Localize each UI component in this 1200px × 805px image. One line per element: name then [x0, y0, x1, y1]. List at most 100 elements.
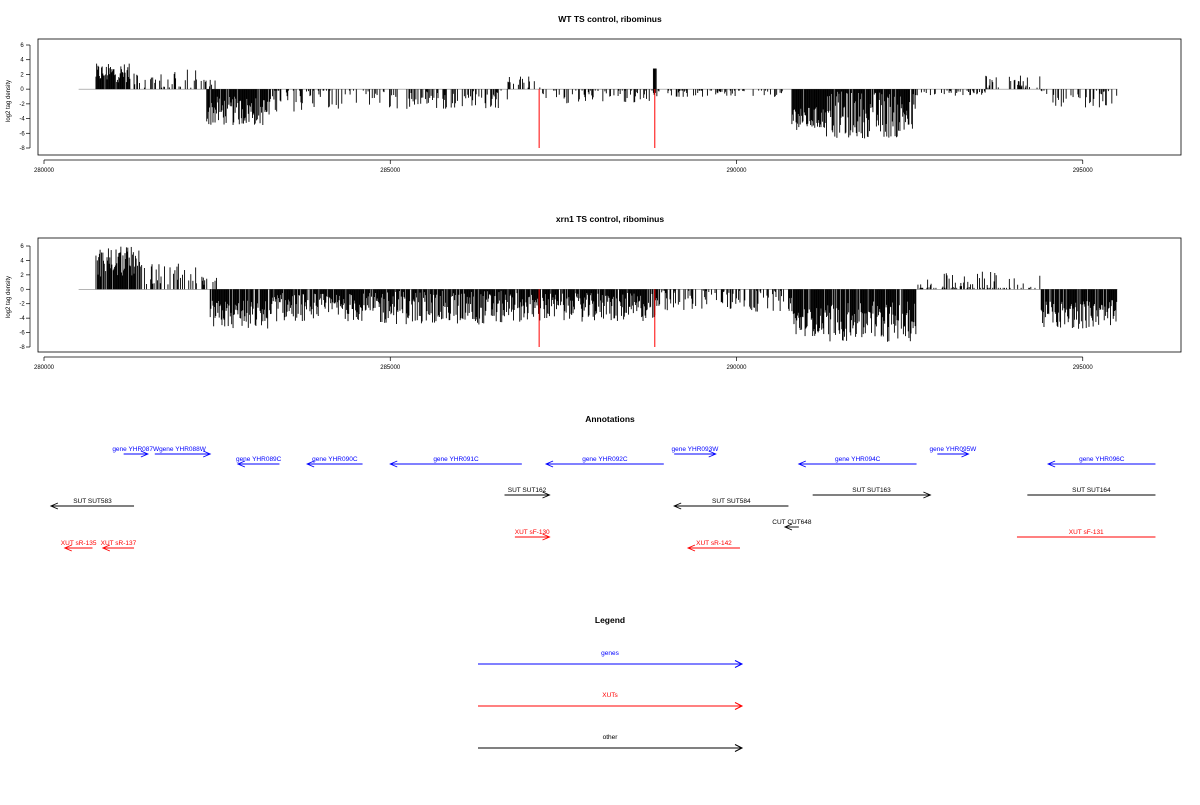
x-tick-label: 290000	[726, 365, 747, 371]
panel-title: xrn1 TS control, ribominus	[556, 214, 664, 224]
y-tick-label: 4	[20, 58, 24, 64]
legend-label: XUTs	[602, 692, 618, 699]
arrow-head-icon	[101, 544, 111, 552]
legend-label: genes	[601, 650, 619, 657]
x-tick-label: 280000	[34, 365, 55, 371]
feature-label: gene YHR096C	[1079, 456, 1125, 463]
arrow-head-icon	[306, 460, 315, 468]
annotation-feature: XUT sR-135	[61, 540, 97, 552]
feature-label: SUT SUT584	[712, 498, 751, 505]
annotation-feature: XUT sR-142	[686, 540, 740, 552]
y-tick-label: -6	[19, 131, 25, 137]
y-tick-label: -8	[19, 345, 25, 351]
annotation-feature: gene YHR088W	[154, 446, 212, 458]
arrow-head-icon	[734, 702, 744, 710]
arrow-head-icon	[797, 460, 807, 468]
arrow-head-icon	[708, 450, 717, 458]
y-axis-label: log2 tag density	[6, 80, 12, 122]
annotation-feature: gene YHR091C	[389, 456, 522, 468]
y-tick-label: 0	[20, 87, 24, 93]
annotation-feature: XUT sF-130	[515, 529, 551, 541]
x-tick-label: 280000	[34, 168, 55, 174]
y-tick-label: -4	[19, 316, 25, 322]
feature-label: SUT SUT163	[852, 487, 891, 494]
annotation-feature: CUT CUT648	[772, 519, 812, 531]
coverage-bars	[78, 63, 1118, 139]
y-axis-label: log2 tag density	[6, 276, 12, 318]
annotation-feature: gene YHR093W	[672, 446, 720, 458]
y-tick-label: 2	[20, 72, 24, 78]
arrow-head-icon	[542, 491, 551, 499]
arrow-head-icon	[923, 491, 932, 499]
feature-label: gene YHR091C	[433, 456, 479, 463]
y-tick-label: -6	[19, 331, 25, 337]
annotation-feature: gene YHR089C	[236, 456, 282, 468]
annotation-feature: SUT SUT584	[673, 498, 789, 510]
feature-label: gene YHR094C	[835, 456, 881, 463]
feature-label: gene YHR090C	[312, 456, 358, 463]
red-markers	[538, 289, 656, 347]
y-tick-label: -2	[19, 302, 25, 308]
annotation-feature: gene YHR095W	[929, 446, 977, 458]
arrow-head-icon	[961, 450, 970, 458]
arrow-head-icon	[63, 544, 72, 552]
annotation-feature: XUT sF-131	[1016, 529, 1156, 538]
x-tick-label: 290000	[726, 168, 747, 174]
annotation-feature: gene YHR094C	[797, 456, 917, 468]
annotation-feature: gene YHR087W	[112, 446, 160, 458]
plot-frame	[37, 38, 1182, 156]
coverage-bars	[78, 246, 1118, 342]
y-tick-label: 2	[20, 273, 24, 279]
annotation-feature: XUT sR-137	[101, 540, 137, 552]
feature-label: XUT sF-131	[1069, 529, 1104, 536]
annotations-title: Annotations	[585, 414, 635, 424]
legend-item: XUTs	[478, 692, 744, 710]
arrow-head-icon	[389, 460, 398, 468]
feature-label: gene YHR093W	[672, 446, 720, 453]
feature-label: gene YHR088W	[159, 446, 207, 453]
arrow-head-icon	[1046, 460, 1056, 468]
annotation-tracks: gene YHR087W gene YHR088W gene YHR089C gene…	[49, 446, 1156, 552]
arrow-head-icon	[49, 502, 59, 510]
plot-frame	[37, 237, 1182, 353]
feature-label: XUT sR-137	[101, 540, 137, 547]
y-tick-label: 6	[20, 43, 24, 49]
feature-label: gene YHR089C	[236, 456, 282, 463]
arrow-head-icon	[734, 744, 744, 752]
x-tick-label: 285000	[380, 168, 401, 174]
legend-label: other	[603, 734, 619, 741]
arrow-head-icon	[542, 533, 551, 541]
y-tick-label: 0	[20, 287, 24, 293]
y-tick-label: -4	[19, 117, 25, 123]
feature-label: XUT sF-130	[515, 529, 550, 536]
arrow-head-icon	[544, 460, 554, 468]
red-markers	[538, 89, 656, 148]
y-axis: -8 -6 -4 -2 0 2 4 6	[19, 43, 31, 152]
feature-label: gene YHR092C	[582, 456, 628, 463]
x-tick-label: 295000	[1073, 168, 1094, 174]
feature-label: XUT sR-135	[61, 540, 97, 547]
legend-item: other	[478, 734, 744, 752]
feature-label: SUT SUT162	[508, 487, 547, 494]
annotation-feature: gene YHR090C	[306, 456, 363, 468]
annotation-feature: SUT SUT162	[504, 487, 551, 499]
arrow-head-icon	[673, 502, 682, 510]
y-tick-label: 6	[20, 244, 24, 250]
y-tick-label: -8	[19, 146, 25, 152]
arrow-head-icon	[236, 460, 246, 468]
annotation-feature: SUT SUT164	[1027, 487, 1156, 496]
annotation-feature: gene YHR096C	[1046, 456, 1156, 468]
legend: genes XUTs other	[478, 650, 744, 752]
arrow-head-icon	[686, 544, 696, 552]
feature-label: SUT SUT164	[1072, 487, 1111, 494]
arrow-head-icon	[734, 660, 744, 668]
feature-label: gene YHR095W	[929, 446, 977, 453]
y-tick-label: -2	[19, 102, 25, 108]
legend-item: genes	[478, 650, 744, 668]
arrow-head-icon	[203, 450, 212, 458]
x-tick-label: 295000	[1073, 365, 1094, 371]
feature-label: gene YHR087W	[112, 446, 160, 453]
arrow-head-icon	[140, 450, 150, 458]
x-axis: 280000 285000 290000 295000	[34, 159, 1094, 174]
y-axis: -8 -6 -4 -2 0 2 4 6	[19, 244, 31, 351]
